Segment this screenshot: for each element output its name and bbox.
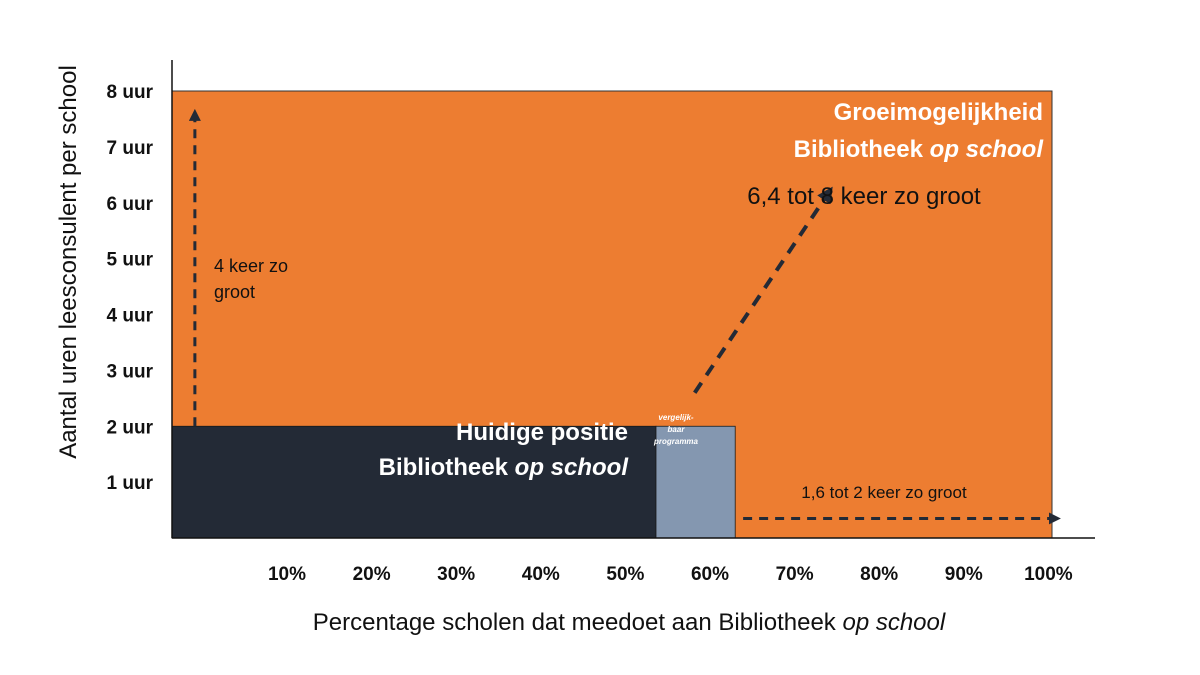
horizontal-arrow-label: 1,6 tot 2 keer zo groot: [801, 483, 967, 502]
y-tick-label: 8 uur: [107, 82, 154, 103]
current-label-line2: Bibliotheek op school: [379, 454, 630, 481]
y-tick-label: 1 uur: [107, 473, 154, 494]
y-axis-title: Aantal uren leesconsulent per school: [55, 65, 82, 459]
x-tick-label: 30%: [437, 564, 475, 585]
arrows: [188, 108, 1061, 525]
ticks: 1 uur 2 uur 3 uur 4 uur 5 uur 6 uur 7 uur 8 uur…: [107, 82, 1073, 585]
y-tick-label: 2 uur: [107, 417, 154, 438]
x-tick-label: 10%: [268, 564, 306, 585]
current-position-region: [171, 425, 657, 539]
y-tick-label: 7 uur: [107, 138, 154, 159]
comparable-program-region: [655, 425, 736, 539]
y-tick-label: 6 uur: [107, 194, 154, 215]
x-tick-label: 50%: [606, 564, 644, 585]
x-axis-title: Percentage scholen dat meedoet aan Bibli…: [313, 609, 946, 636]
vertical-arrow-label-line2: groot: [214, 282, 255, 302]
x-tick-label: 100%: [1024, 564, 1073, 585]
x-tick-label: 90%: [945, 564, 983, 585]
diagonal-arrow-label: 6,4 tot 8 keer zo groot: [747, 183, 981, 210]
y-tick-label: 4 uur: [107, 306, 154, 327]
comparable-label-line2: baar: [668, 425, 686, 434]
y-tick-label: 5 uur: [107, 250, 154, 271]
growth-label-line1: Groeimogelijkheid: [834, 99, 1043, 126]
comparable-label-line1: vergelijk-: [658, 413, 693, 422]
x-tick-label: 20%: [353, 564, 391, 585]
y-tick-label: 3 uur: [107, 361, 154, 382]
regions: [171, 90, 1053, 539]
x-tick-label: 80%: [860, 564, 898, 585]
comparable-label-line3: programma: [653, 437, 699, 446]
x-tick-label: 40%: [522, 564, 560, 585]
x-tick-label: 70%: [776, 564, 814, 585]
axes: [171, 60, 1095, 539]
growth-label-line2: Bibliotheek op school: [794, 136, 1045, 163]
vertical-arrow-label-line1: 4 keer zo: [214, 256, 288, 276]
x-tick-label: 60%: [691, 564, 729, 585]
current-label-line1: Huidige positie: [456, 419, 628, 446]
